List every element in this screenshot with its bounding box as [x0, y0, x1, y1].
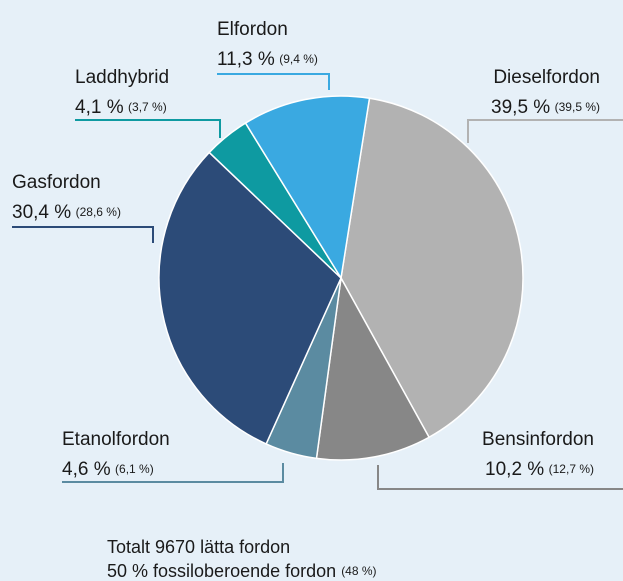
pie-slice	[244, 95, 371, 281]
slice-name: Gasfordon	[12, 172, 101, 193]
pie-slice	[340, 97, 524, 439]
slice-name: Dieselfordon	[493, 67, 600, 88]
slice-value: 4,1 % (3,7 %)	[75, 97, 167, 118]
value-label: 4,1 %	[75, 97, 124, 118]
value-label: 10,2 %	[485, 459, 544, 480]
footer-total: Totalt 9670 lätta fordon	[107, 537, 290, 557]
footer-fossil: 50 % fossiloberoende fordon (48 %)	[107, 561, 377, 581]
slice-value: 4,6 % (6,1 %)	[62, 459, 154, 480]
leader-line	[62, 463, 284, 483]
pie-slice	[315, 275, 431, 461]
value-label: 39,5 %	[491, 97, 550, 118]
slice-name: Elfordon	[217, 19, 288, 40]
previous-value-label: (28,6 %)	[76, 205, 121, 219]
previous-value-label: (3,7 %)	[128, 100, 167, 114]
slice-name: Bensinfordon	[482, 429, 594, 450]
leader-line	[377, 465, 623, 490]
value-label: 30,4 %	[12, 202, 71, 223]
slice-name: Laddhybrid	[75, 67, 169, 88]
slice-value: 10,2 % (12,7 %)	[485, 459, 594, 480]
pie-slice	[158, 151, 342, 445]
previous-value-label: (9,4 %)	[279, 52, 318, 66]
slice-value: 30,4 % (28,6 %)	[12, 202, 121, 223]
slice-value: 39,5 % (39,5 %)	[491, 97, 600, 118]
previous-value-label: (39,5 %)	[555, 100, 600, 114]
leader-line	[217, 73, 330, 90]
leader-line	[75, 119, 221, 138]
leader-line	[12, 226, 154, 243]
footer-fossil-prev: (48 %)	[341, 564, 376, 578]
value-label: 11,3 %	[217, 49, 275, 70]
slice-value: 11,3 % (9,4 %)	[217, 49, 318, 70]
previous-value-label: (6,1 %)	[115, 462, 154, 476]
leader-line	[467, 119, 623, 143]
previous-value-label: (12,7 %)	[549, 462, 594, 476]
value-label: 4,6 %	[62, 459, 111, 480]
slice-name: Etanolfordon	[62, 429, 170, 450]
footer-fossil-text: 50 % fossiloberoende fordon	[107, 561, 336, 581]
